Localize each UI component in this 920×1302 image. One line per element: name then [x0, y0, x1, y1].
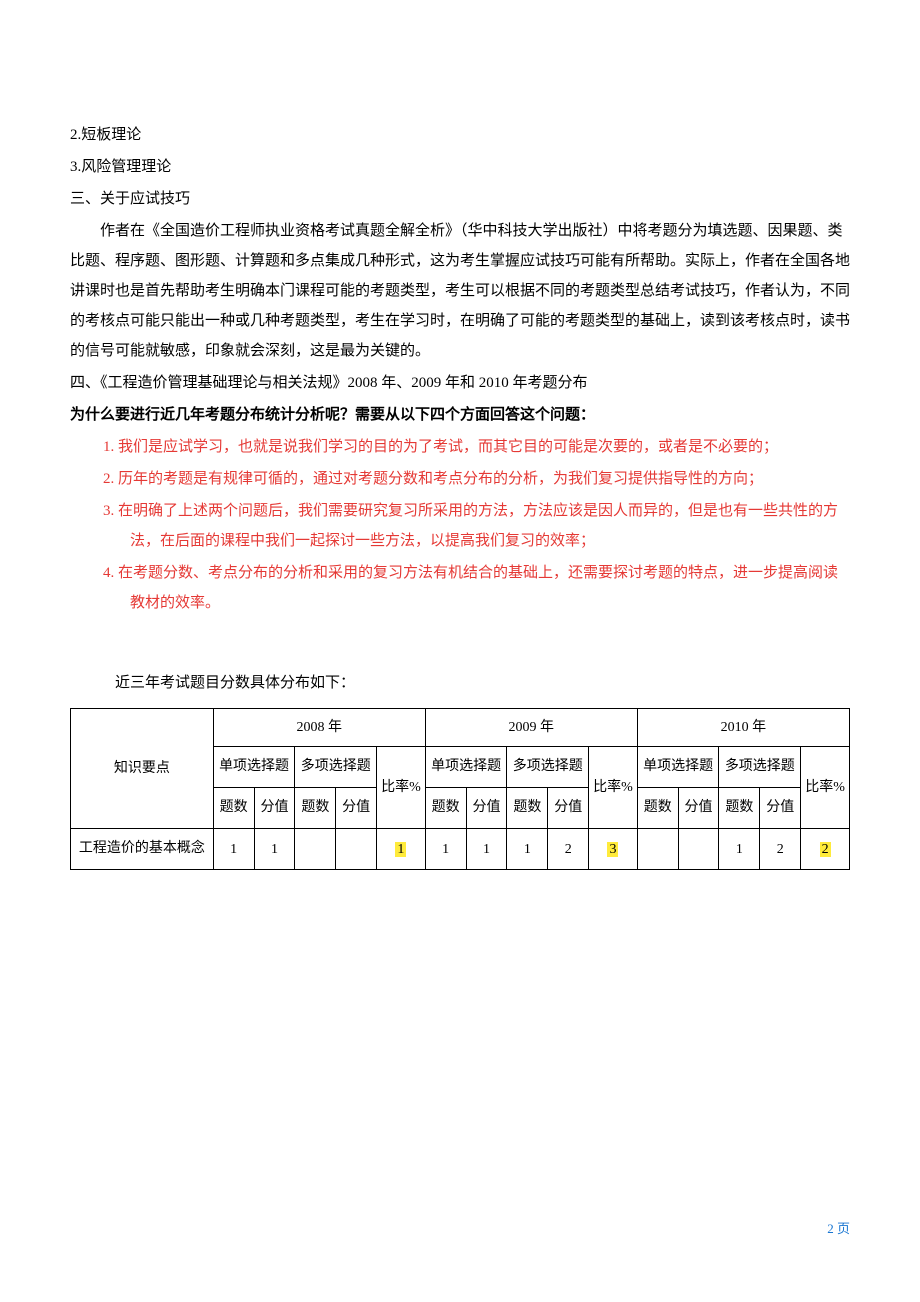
col-2010-m-score: 分值 [760, 788, 801, 829]
col-2008-s-score: 分值 [254, 788, 295, 829]
cell-2009-m-count: 1 [507, 829, 548, 870]
cell-2008-m-score [336, 829, 377, 870]
question-heading: 为什么要进行近几年考题分布统计分析呢？需要从以下四个方面回答这个问题： [70, 400, 850, 430]
cell-2008-m-count [295, 829, 336, 870]
col-2008-rate: 比率% [377, 747, 426, 829]
section-heading-4: 四、《工程造价管理基础理论与相关法规》2008 年、2009 年和 2010 年… [70, 368, 850, 398]
cell-2009-s-count: 1 [425, 829, 466, 870]
cell-2010-rate: 2 [801, 829, 850, 870]
row-label: 工程造价的基本概念 [71, 829, 214, 870]
col-2009-multi: 多项选择题 [507, 747, 589, 788]
list-item-4: 4. 在考题分数、考点分布的分析和采用的复习方法有机结合的基础上，还需要探讨考题… [100, 558, 850, 618]
col-2010-multi: 多项选择题 [719, 747, 801, 788]
section-heading-3: 三、关于应试技巧 [70, 184, 850, 214]
list-item-3: 3. 在明确了上述两个问题后，我们需要研究复习所采用的方法，方法应该是因人而异的… [100, 496, 850, 556]
cell-2010-s-score [678, 829, 719, 870]
col-2008-single: 单项选择题 [213, 747, 295, 788]
cell-2009-m-score: 2 [548, 829, 589, 870]
cell-2009-s-score: 1 [466, 829, 507, 870]
col-2008-m-count: 题数 [295, 788, 336, 829]
col-2010-s-score: 分值 [678, 788, 719, 829]
score-distribution-table: 知识要点 2008 年 2009 年 2010 年 单项选择题 多项选择题 比率… [70, 708, 850, 870]
cell-2010-m-score: 2 [760, 829, 801, 870]
cell-2008-s-count: 1 [213, 829, 254, 870]
col-2008-s-count: 题数 [213, 788, 254, 829]
table-data-row-1: 工程造价的基本概念 1 1 1 1 1 1 2 3 1 2 2 [71, 829, 850, 870]
cell-2008-s-score: 1 [254, 829, 295, 870]
col-2009-s-count: 题数 [425, 788, 466, 829]
numbered-item-2: 2.短板理论 [70, 120, 850, 150]
table-header-row-1: 知识要点 2008 年 2009 年 2010 年 [71, 709, 850, 747]
col-year-2008: 2008 年 [213, 709, 425, 747]
col-2010-m-count: 题数 [719, 788, 760, 829]
cell-2008-rate: 1 [377, 829, 426, 870]
list-item-2: 2. 历年的考题是有规律可循的，通过对考题分数和考点分布的分析，为我们复习提供指… [100, 464, 850, 494]
page-number: 2 页 [827, 1216, 850, 1242]
col-2009-single: 单项选择题 [425, 747, 507, 788]
col-2010-single: 单项选择题 [637, 747, 719, 788]
cell-2010-m-count: 1 [719, 829, 760, 870]
col-2009-m-count: 题数 [507, 788, 548, 829]
col-2008-multi: 多项选择题 [295, 747, 377, 788]
cell-2009-rate: 3 [589, 829, 638, 870]
col-year-2009: 2009 年 [425, 709, 637, 747]
table-intro: 近三年考试题目分数具体分布如下： [70, 668, 850, 698]
col-2008-m-score: 分值 [336, 788, 377, 829]
cell-2010-s-count [637, 829, 678, 870]
col-2009-rate: 比率% [589, 747, 638, 829]
col-knowledge-point: 知识要点 [71, 709, 214, 829]
numbered-item-3: 3.风险管理理论 [70, 152, 850, 182]
col-2009-s-score: 分值 [466, 788, 507, 829]
col-2010-rate: 比率% [801, 747, 850, 829]
col-2010-s-count: 题数 [637, 788, 678, 829]
list-item-1: 1. 我们是应试学习，也就是说我们学习的目的为了考试，而其它目的可能是次要的，或… [100, 432, 850, 462]
paragraph-1: 作者在《全国造价工程师执业资格考试真题全解全析》（华中科技大学出版社）中将考题分… [70, 216, 850, 366]
col-year-2010: 2010 年 [637, 709, 849, 747]
col-2009-m-score: 分值 [548, 788, 589, 829]
